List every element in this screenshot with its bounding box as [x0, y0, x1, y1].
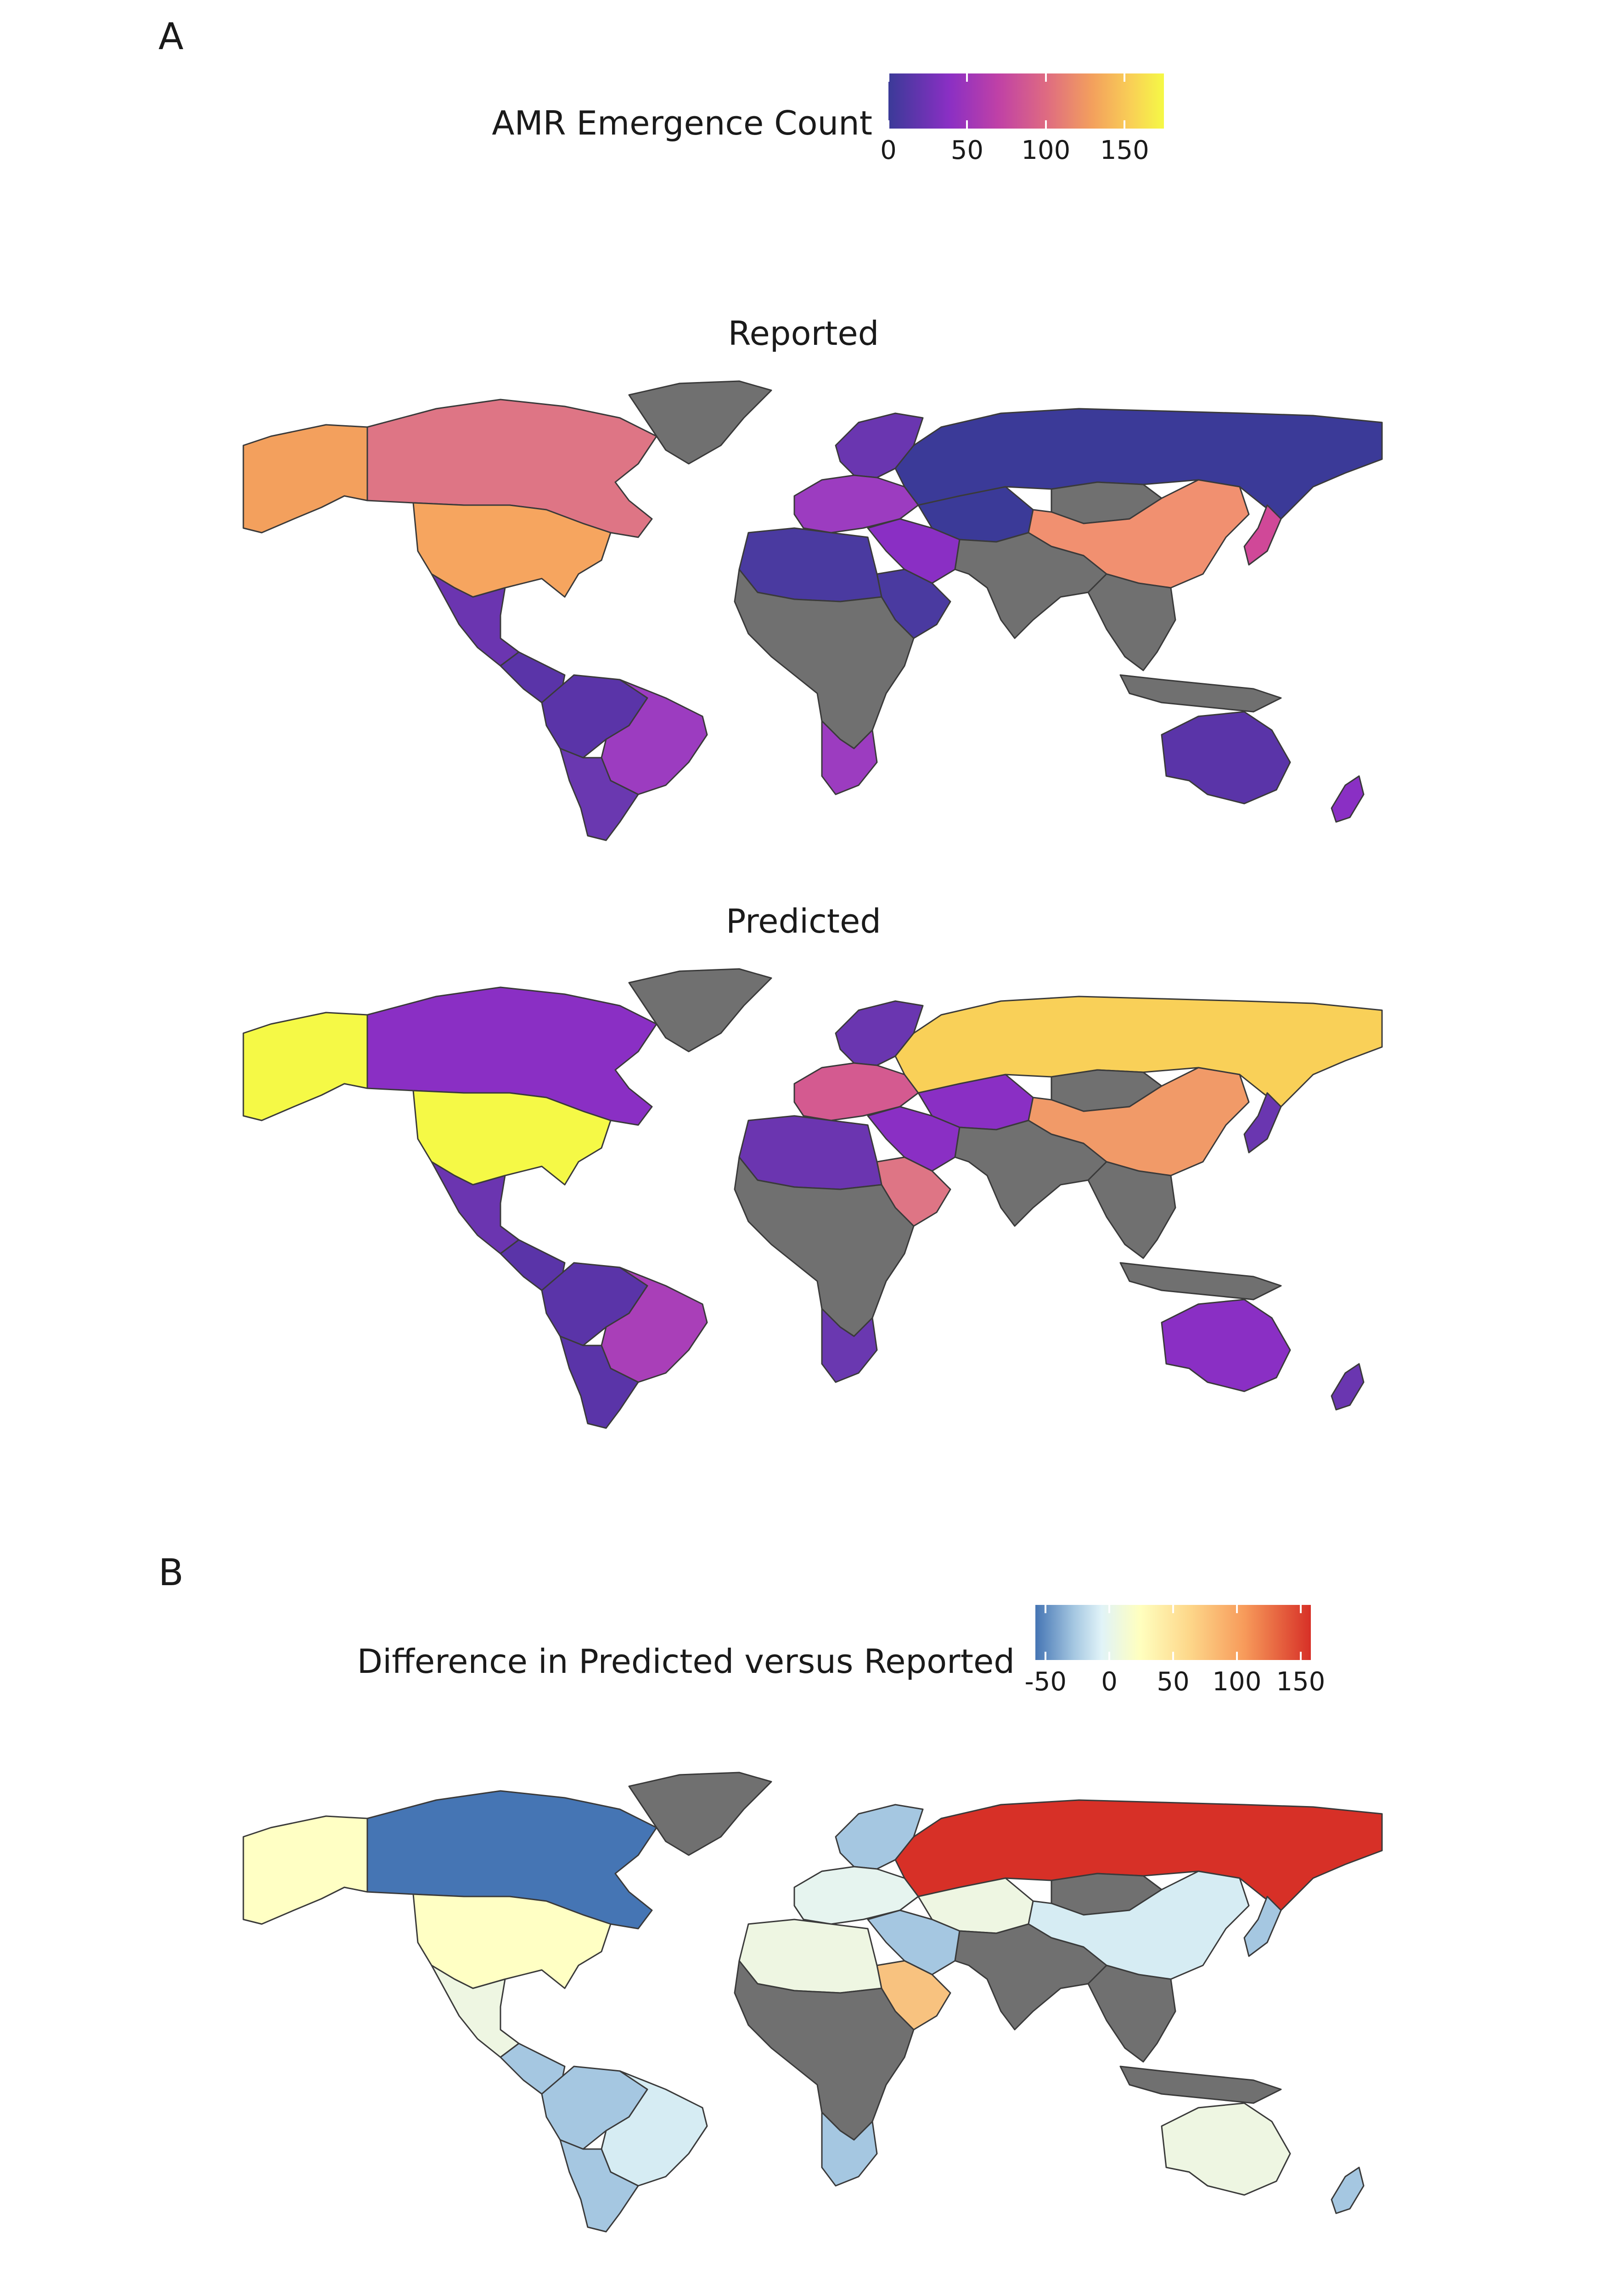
- reported-map-title: Reported: [728, 314, 879, 353]
- legend-b-tick-mark-top: [1299, 1605, 1302, 1613]
- predicted-region-greenland: [628, 968, 772, 1052]
- legend-b-tick-mark-top: [1108, 1605, 1111, 1613]
- difference-region-australia: [1161, 2102, 1291, 2196]
- legend-b-tick-label: 100: [1212, 1667, 1262, 1697]
- reported-region-mexico: [431, 573, 520, 667]
- legend-b-tick-mark-top: [1172, 1605, 1174, 1613]
- reported-region-south-america-south: [559, 748, 639, 841]
- legend-a-tick-mark-bottom: [966, 120, 968, 129]
- difference-region-alaska: [242, 1815, 368, 1925]
- difference-region-new-zealand: [1331, 2167, 1365, 2214]
- difference-region-mexico: [431, 1964, 520, 2058]
- difference-region-south-asia: [954, 1923, 1107, 2031]
- panel-a-label: A: [158, 15, 184, 58]
- difference-world-map: [242, 1772, 1383, 2233]
- predicted-world-map: [242, 968, 1383, 1429]
- predicted-region-south-asia: [954, 1120, 1107, 1227]
- difference-region-europe-west: [793, 1866, 919, 1925]
- predicted-region-southeast-asia: [1087, 1161, 1176, 1259]
- legend-a-tick-mark-top: [1045, 73, 1047, 82]
- legend-b-tick-label: 150: [1276, 1667, 1326, 1697]
- predicted-region-europe-west: [793, 1062, 919, 1121]
- predicted-region-south-africa: [821, 1308, 878, 1383]
- legend-b-tick-mark-top: [1236, 1605, 1238, 1613]
- difference-region-indonesia: [1119, 2065, 1282, 2104]
- difference-region-greenland: [628, 1772, 772, 1856]
- legend-a-tick-mark-top: [1124, 73, 1126, 82]
- legend-b-tick-mark-bottom: [1045, 1652, 1047, 1660]
- legend-a-tick-label: 100: [1021, 135, 1071, 165]
- legend-a-tick-label: 50: [950, 135, 984, 165]
- difference-region-south-africa: [821, 2111, 878, 2187]
- legend-a-tick-mark-bottom: [1124, 120, 1126, 129]
- predicted-region-alaska: [242, 1012, 368, 1121]
- predicted-region-mexico: [431, 1161, 520, 1255]
- legend-b-tick-label: -50: [1024, 1667, 1067, 1697]
- legend-a-tick-mark-top: [888, 73, 889, 82]
- reported-world-map: [242, 380, 1383, 841]
- predicted-region-indonesia: [1119, 1262, 1282, 1300]
- difference-region-north-africa: [738, 1919, 882, 1994]
- legend-a-tick-label: 150: [1100, 135, 1149, 165]
- reported-region-europe-west: [793, 474, 919, 534]
- reported-region-new-zealand: [1331, 775, 1365, 823]
- legend-b-colorbar: [1035, 1605, 1311, 1660]
- reported-region-alaska: [242, 424, 368, 534]
- legend-a-tick-mark-bottom: [1045, 120, 1047, 129]
- legend-a-colorbar: [888, 73, 1164, 129]
- reported-region-australia: [1161, 711, 1291, 805]
- reported-region-south-asia: [954, 532, 1107, 639]
- legend-b-tick-mark-top: [1045, 1605, 1047, 1613]
- difference-region-south-america-south: [559, 2139, 639, 2233]
- reported-region-japan: [1243, 504, 1282, 566]
- legend-b-tick-mark-bottom: [1108, 1652, 1111, 1660]
- legend-a-tick-mark-bottom: [888, 120, 889, 129]
- predicted-region-south-america-south: [559, 1335, 639, 1429]
- legend-b-tick-mark-bottom: [1172, 1652, 1174, 1660]
- predicted-region-new-zealand: [1331, 1363, 1365, 1411]
- reported-region-southeast-asia: [1087, 573, 1176, 671]
- legend-a-title: AMR Emergence Count: [492, 104, 872, 142]
- panel-b-label: B: [158, 1551, 184, 1594]
- predicted-region-australia: [1161, 1299, 1291, 1392]
- predicted-region-japan: [1243, 1092, 1282, 1154]
- predicted-map-title: Predicted: [726, 902, 881, 940]
- reported-region-indonesia: [1119, 674, 1282, 713]
- predicted-region-north-africa: [738, 1115, 882, 1190]
- legend-a-tick-mark-top: [966, 73, 968, 82]
- legend-b-tick-label: 50: [1157, 1667, 1190, 1697]
- legend-b-tick-label: 0: [1101, 1667, 1118, 1697]
- reported-region-south-africa: [821, 720, 878, 795]
- reported-region-greenland: [628, 380, 772, 465]
- difference-region-southeast-asia: [1087, 1964, 1176, 2063]
- legend-b-tick-mark-bottom: [1236, 1652, 1238, 1660]
- difference-region-japan: [1243, 1896, 1282, 1957]
- legend-b-tick-mark-bottom: [1299, 1652, 1302, 1660]
- reported-region-north-africa: [738, 527, 882, 602]
- legend-a-tick-label: 0: [880, 135, 897, 165]
- legend-b-title: Difference in Predicted versus Reported: [357, 1642, 1015, 1681]
